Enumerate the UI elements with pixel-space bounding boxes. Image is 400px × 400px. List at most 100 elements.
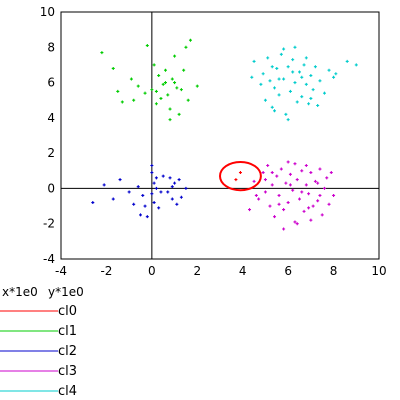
data-point — [173, 181, 177, 185]
data-point — [322, 91, 326, 95]
data-point — [293, 220, 297, 224]
data-point — [307, 192, 311, 196]
data-point — [291, 188, 295, 192]
data-point — [282, 77, 286, 81]
cluster-circle — [219, 160, 262, 192]
data-point — [170, 77, 174, 81]
data-point — [234, 178, 238, 182]
data-point — [309, 171, 313, 175]
data-point — [304, 82, 308, 86]
legend-label: cl0 — [58, 304, 77, 319]
data-point — [254, 193, 258, 197]
data-point — [298, 70, 301, 74]
data-point — [345, 59, 349, 63]
data-point — [277, 77, 281, 81]
data-point — [270, 171, 274, 175]
data-point — [139, 213, 142, 217]
y-tick-label: -2 — [43, 217, 55, 231]
data-point — [250, 75, 254, 79]
data-point — [307, 102, 311, 106]
data-point — [307, 206, 311, 210]
data-point — [273, 109, 277, 113]
data-point — [295, 222, 299, 226]
data-point — [293, 162, 297, 166]
data-point — [136, 185, 140, 189]
data-point — [295, 178, 299, 182]
data-point — [354, 63, 358, 67]
series-cl2 — [91, 163, 188, 219]
y-scale-label: y*1e0 — [48, 285, 84, 299]
data-point — [186, 98, 190, 102]
y-tick-label: -4 — [43, 252, 55, 266]
data-point — [309, 96, 313, 100]
data-point — [145, 44, 149, 48]
data-point — [111, 197, 115, 201]
x-tick-label: 8 — [330, 264, 338, 278]
legend-item-cl1: cl1 — [0, 324, 77, 339]
data-point — [282, 47, 286, 51]
data-point — [316, 181, 320, 185]
data-point — [175, 86, 179, 90]
data-point — [298, 197, 301, 201]
y-tick-label: 10 — [40, 5, 55, 19]
data-point — [286, 160, 290, 164]
data-point — [168, 118, 172, 122]
data-point — [152, 201, 156, 205]
data-point — [316, 104, 320, 108]
data-point — [304, 56, 308, 60]
data-point — [277, 193, 281, 197]
data-point — [270, 183, 274, 187]
data-point — [304, 183, 308, 187]
data-point — [286, 65, 290, 69]
data-point — [248, 208, 252, 212]
data-point — [293, 45, 297, 49]
y-tick-label: 6 — [47, 76, 55, 90]
data-point — [288, 172, 292, 176]
data-point — [166, 190, 170, 194]
zero-axes — [61, 12, 379, 259]
data-point — [320, 213, 324, 217]
data-point — [309, 74, 313, 78]
data-point — [288, 183, 292, 187]
data-point — [322, 186, 326, 190]
data-point — [286, 201, 290, 205]
data-point — [275, 66, 279, 70]
data-point — [161, 82, 165, 86]
data-point — [127, 190, 131, 194]
data-point — [273, 215, 277, 219]
y-tick-label: 8 — [47, 40, 55, 54]
data-point — [154, 89, 158, 93]
data-point — [277, 202, 281, 206]
data-point — [300, 169, 304, 173]
data-point — [161, 174, 165, 178]
data-point — [159, 190, 163, 194]
data-point — [259, 82, 263, 86]
data-point — [150, 192, 154, 196]
data-point — [268, 204, 272, 208]
data-points — [91, 38, 358, 231]
data-point — [293, 81, 297, 85]
data-point — [261, 171, 265, 175]
data-point — [154, 186, 158, 190]
data-point — [309, 218, 313, 222]
data-point — [152, 63, 156, 67]
data-point — [159, 96, 163, 100]
data-point — [261, 72, 265, 76]
y-tick-label: 4 — [47, 111, 55, 125]
data-point — [132, 98, 136, 102]
tick-labels: -4 -2 0 2 4 6 8 10 -4 -2 0 2 4 6 8 10 — [40, 5, 387, 278]
data-point — [168, 176, 172, 180]
data-point — [152, 181, 156, 185]
legend-item-cl2: cl2 — [0, 344, 77, 359]
data-point — [184, 186, 188, 190]
data-point — [334, 72, 338, 76]
data-point — [100, 51, 104, 55]
data-point — [257, 197, 261, 201]
data-point — [136, 84, 140, 88]
legend-label: cl4 — [58, 384, 77, 399]
data-point — [143, 204, 147, 208]
legend-item-cl3: cl3 — [0, 364, 77, 379]
data-point — [325, 176, 329, 180]
data-point — [163, 81, 167, 85]
